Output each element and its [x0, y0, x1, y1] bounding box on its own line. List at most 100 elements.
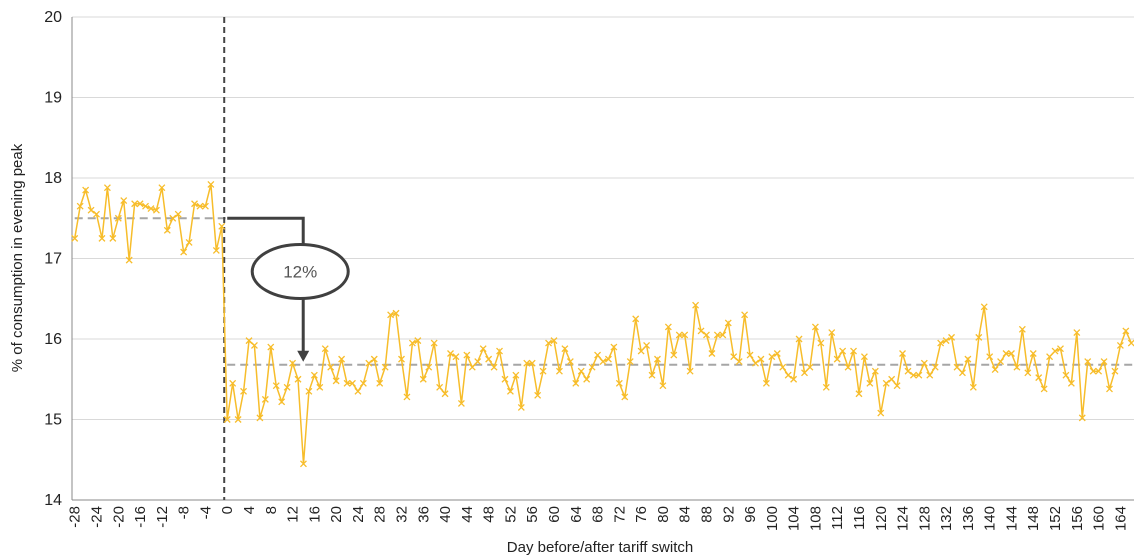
x-tick-label: -8 [176, 506, 193, 519]
data-marker [746, 351, 754, 359]
data-marker [588, 363, 596, 371]
data-marker [479, 345, 487, 353]
data-marker [958, 369, 966, 377]
data-marker [332, 377, 340, 385]
data-marker [376, 379, 384, 387]
data-marker [468, 363, 476, 371]
data-marker [523, 359, 531, 367]
x-tick-label: 80 [655, 506, 672, 523]
data-marker [441, 390, 449, 398]
annotation-bracket [227, 216, 305, 353]
data-marker [664, 323, 672, 331]
y-tick-label: 14 [44, 492, 62, 509]
x-tick-label: 68 [590, 506, 607, 523]
data-marker [806, 363, 814, 371]
data-marker [136, 200, 144, 208]
x-tick-label: -12 [154, 506, 171, 528]
data-marker [893, 382, 901, 390]
data-marker [87, 206, 95, 214]
data-marker [359, 379, 367, 387]
data-marker [1116, 341, 1124, 349]
data-marker [419, 375, 427, 383]
x-tick-label: 96 [742, 506, 759, 523]
data-marker [686, 367, 694, 375]
x-tick-label: -16 [132, 506, 149, 528]
data-marker [1046, 353, 1054, 361]
x-tick-label: 148 [1025, 506, 1042, 531]
x-tick-label: -24 [89, 506, 106, 528]
data-marker [408, 339, 416, 347]
data-marker [708, 350, 716, 357]
data-marker [365, 359, 373, 367]
data-marker [436, 383, 444, 391]
x-tick-label: 160 [1091, 506, 1108, 531]
data-marker [103, 184, 111, 192]
x-tick-label: 48 [481, 506, 498, 523]
data-marker [234, 416, 242, 423]
x-tick-label: 132 [938, 506, 955, 531]
x-tick-label: 8 [263, 506, 280, 514]
data-marker [272, 382, 280, 390]
data-marker [191, 200, 198, 208]
data-marker [501, 375, 509, 383]
data-marker [833, 355, 841, 363]
data-marker [316, 383, 324, 391]
data-marker [338, 355, 346, 363]
data-marker [828, 329, 836, 337]
data-marker [1073, 329, 1081, 337]
data-marker [343, 379, 351, 387]
data-marker [980, 303, 988, 311]
data-marker [675, 331, 683, 339]
data-marker [1127, 339, 1134, 347]
data-marker [294, 375, 302, 383]
data-marker [93, 210, 100, 218]
data-marker [310, 371, 318, 379]
data-marker [125, 256, 133, 264]
data-marker [261, 395, 269, 403]
data-marker [784, 371, 792, 379]
data-marker [626, 358, 634, 365]
data-marker [860, 353, 868, 361]
x-tick-label: 164 [1112, 506, 1129, 531]
data-marker [991, 366, 999, 374]
annotation-arrowhead [297, 350, 310, 362]
x-tick-label: 88 [698, 506, 715, 523]
x-tick-label: 104 [786, 506, 803, 531]
x-tick-label: 136 [960, 506, 977, 531]
data-marker [550, 337, 558, 345]
data-marker [555, 367, 563, 375]
data-marker [180, 248, 188, 256]
data-marker [594, 351, 602, 359]
data-marker [1029, 350, 1037, 357]
data-marker [615, 379, 623, 387]
data-marker [724, 319, 732, 327]
data-marker [196, 202, 204, 210]
data-marker [986, 353, 994, 361]
data-marker [969, 383, 977, 391]
data-marker [229, 379, 237, 387]
data-marker [152, 206, 160, 214]
data-marker [1095, 367, 1103, 375]
data-marker [920, 359, 928, 367]
x-tick-label: 20 [328, 506, 345, 523]
data-marker [528, 359, 536, 367]
data-marker [430, 339, 438, 347]
x-tick-label: 4 [241, 506, 258, 514]
data-marker [245, 337, 253, 345]
data-marker [131, 200, 139, 208]
x-tick-label: 100 [764, 506, 781, 531]
data-marker [1057, 345, 1064, 353]
data-marker [703, 331, 710, 339]
x-tick-label: -4 [197, 506, 214, 519]
data-marker [577, 367, 585, 375]
data-marker [114, 214, 122, 222]
data-marker [256, 414, 264, 422]
data-marker [730, 353, 738, 361]
x-tick-label: 60 [546, 506, 563, 523]
data-marker [621, 393, 629, 401]
data-marker [223, 416, 231, 423]
data-marker [817, 339, 825, 347]
x-tick-label: 32 [393, 506, 410, 523]
